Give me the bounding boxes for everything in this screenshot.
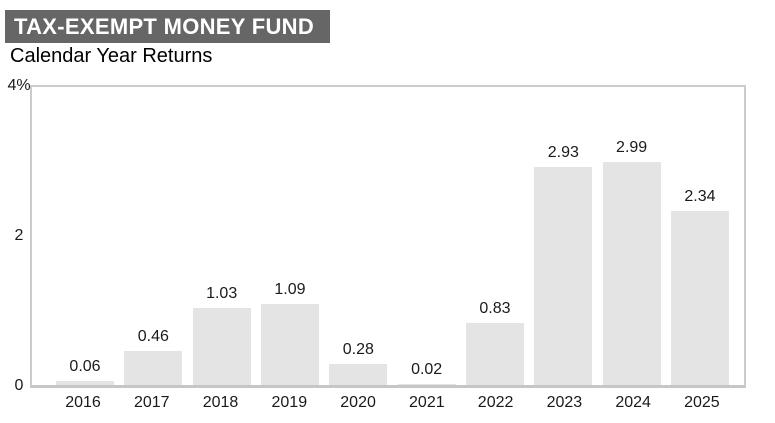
calendar-year-returns-chart: 4% 2 0 0.06 0.46 1.03 1.09 0.28 0.02 0.83 2.93 2… <box>0 77 775 415</box>
bar-slot-2016: 0.06 <box>56 87 114 385</box>
bar-slot-2022: 0.83 <box>465 87 524 385</box>
x-tick-label-2016: 2016 <box>65 394 101 411</box>
bar-2022 <box>465 323 524 385</box>
bar-value-label-2016: 0.06 <box>69 357 101 375</box>
x-tick-label-2023: 2023 <box>546 394 583 411</box>
bar-value-label-2025: 2.34 <box>684 187 716 205</box>
x-tick-label-2022: 2022 <box>477 394 514 411</box>
x-tick-label-2024: 2024 <box>615 394 651 411</box>
fund-title-banner: TAX-EXEMPT MONEY FUND <box>5 10 330 43</box>
bar-slot-2025: 2.34 <box>670 87 729 385</box>
bar-2024 <box>602 162 661 385</box>
x-tick-label-2020: 2020 <box>340 394 376 411</box>
bar-value-label-2022: 0.83 <box>479 300 511 318</box>
bar-value-label-2017: 0.46 <box>137 327 169 345</box>
bar-2025 <box>670 210 729 385</box>
bar-2023 <box>534 166 593 385</box>
x-tick-label-2019: 2019 <box>271 394 308 411</box>
bar-value-label-2020: 0.28 <box>342 341 374 359</box>
y-tick-4-percent: 4% <box>7 77 31 94</box>
chart-subtitle: Calendar Year Returns <box>10 45 213 67</box>
y-axis: 4% 2 0 <box>2 77 36 394</box>
bar-value-label-2018: 1.03 <box>206 285 238 303</box>
bar-slot-2019: 1.09 <box>260 87 319 385</box>
bar-value-label-2023: 2.93 <box>547 143 579 161</box>
bar-slot-2021: 0.02 <box>397 87 456 385</box>
bar-value-label-2019: 1.09 <box>274 280 306 298</box>
x-tick-label-2018: 2018 <box>202 394 239 411</box>
bar-value-label-2024: 2.99 <box>616 139 648 157</box>
bar-value-label-2021: 0.02 <box>411 360 443 378</box>
bar-2016 <box>56 380 114 385</box>
bar-2017 <box>124 350 183 385</box>
plot-area: 0.06 0.46 1.03 1.09 0.28 0.02 0.83 2.93 2.99 2.34 <box>30 85 746 388</box>
bar-slot-2017: 0.46 <box>124 87 183 385</box>
bar-2018 <box>192 308 251 385</box>
bar-2019 <box>260 303 319 385</box>
x-tick-label-2025: 2025 <box>684 394 720 411</box>
bar-slot-2024: 2.99 <box>602 87 661 385</box>
bars-row: 0.06 0.46 1.03 1.09 0.28 0.02 0.83 2.93 2.99 2.34 <box>32 87 744 385</box>
bar-2021 <box>397 383 456 385</box>
y-tick-0: 0 <box>14 377 24 394</box>
bar-slot-2020: 0.28 <box>329 87 388 385</box>
x-tick-label-2017: 2017 <box>133 394 170 411</box>
bar-slot-2018: 1.03 <box>192 87 251 385</box>
bar-slot-2023: 2.93 <box>534 87 593 385</box>
x-tick-label-2021: 2021 <box>409 394 445 411</box>
y-tick-2: 2 <box>14 227 24 244</box>
bar-2020 <box>329 364 388 385</box>
x-axis-labels: 2016 2017 2018 2019 2020 2021 2022 2023 2024 2025 <box>30 394 746 412</box>
